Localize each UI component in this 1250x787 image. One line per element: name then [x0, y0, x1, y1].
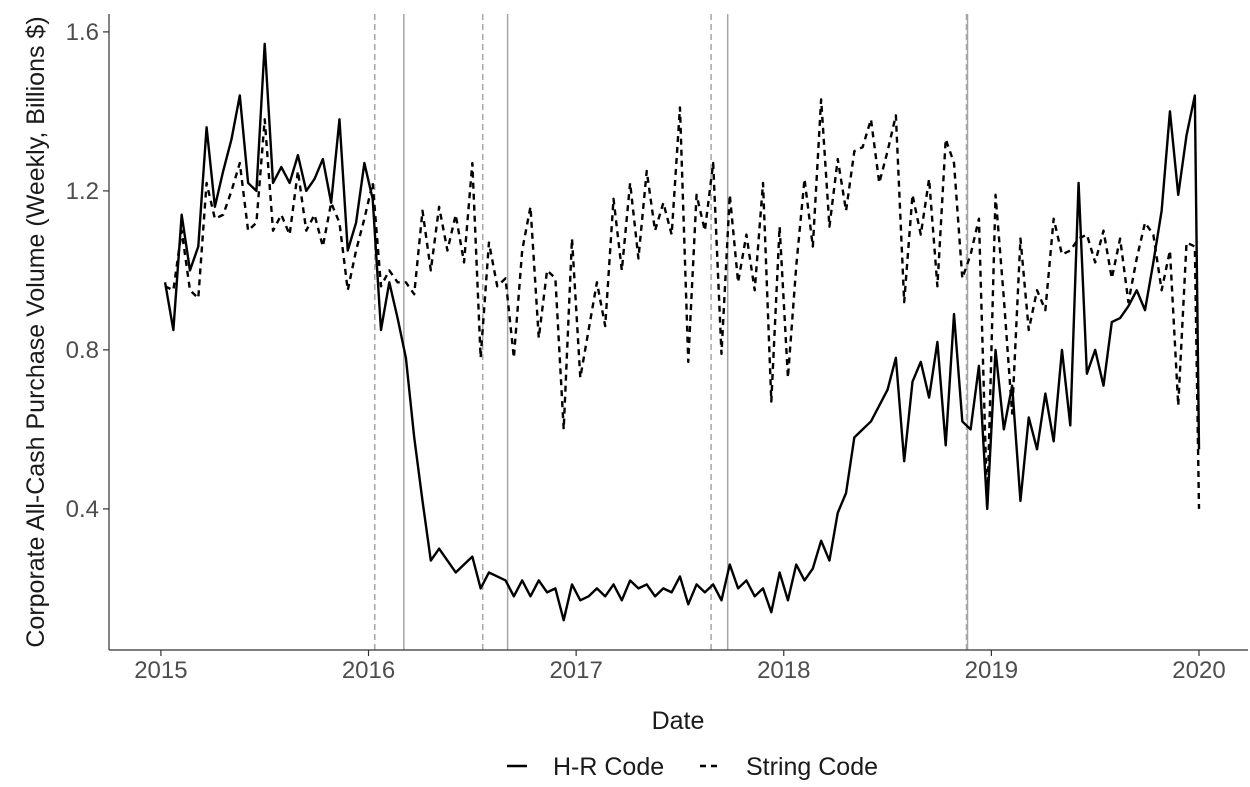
x-tick-label: 2018: [757, 657, 810, 684]
y-tick-label: 0.8: [66, 337, 99, 364]
legend: H-R Code String Code: [507, 753, 878, 781]
x-axis-title: Date: [652, 707, 705, 735]
x-tick-label: 2020: [1172, 657, 1225, 684]
y-tick-label: 1.2: [66, 178, 99, 205]
y-axis-title: Corporate All-Cash Purchase Volume (Week…: [22, 16, 50, 647]
series-line: [164, 98, 1201, 511]
x-tick-label: 2019: [965, 657, 1018, 684]
y-tick-label: 0.4: [66, 496, 99, 523]
legend-label: String Code: [746, 753, 878, 781]
x-tick-label: 2017: [549, 657, 602, 684]
x-tick-label: 2015: [134, 657, 187, 684]
series-line: [163, 42, 1201, 622]
plot-area: 0.4 0.8 1.2 1.6 2015 2016 2017 2018 2019 2020: [66, 14, 1248, 684]
x-tick-label: 2016: [342, 657, 395, 684]
legend-label: H-R Code: [553, 753, 664, 781]
y-tick-label: 1.6: [66, 19, 99, 46]
